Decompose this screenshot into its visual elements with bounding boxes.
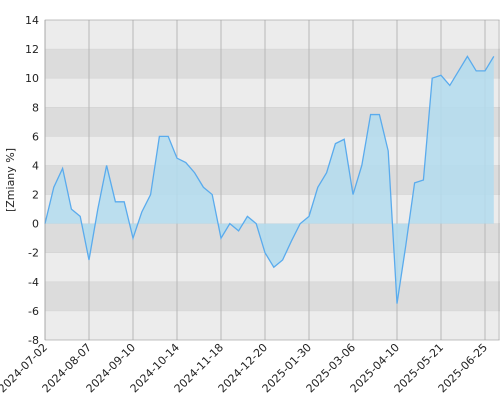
y-tick-label: 14 xyxy=(25,14,39,27)
grid-band xyxy=(45,281,500,311)
grid-band xyxy=(45,78,500,108)
y-tick-label: -2 xyxy=(28,247,39,260)
y-tick-label: 6 xyxy=(32,130,39,143)
grid-band xyxy=(45,49,500,79)
y-tick-label: 12 xyxy=(25,43,39,56)
grid-band xyxy=(45,107,500,137)
plot-frame xyxy=(44,19,500,341)
y-tick-label: 4 xyxy=(32,159,39,172)
y-tick-label: 8 xyxy=(32,101,39,114)
y-tick-label: -4 xyxy=(28,276,39,289)
y-tick-label: 10 xyxy=(25,72,39,85)
grid-band xyxy=(45,20,500,50)
y-tick-label: 2 xyxy=(32,189,39,202)
y-tick-label: 0 xyxy=(32,218,39,231)
grid-band xyxy=(45,310,500,340)
y-tick-label: -8 xyxy=(28,334,39,347)
y-axis-label: [Zmiany %] xyxy=(4,148,17,212)
y-tick-label: -6 xyxy=(28,305,39,318)
grid-band xyxy=(45,136,500,166)
area xyxy=(45,56,494,304)
line xyxy=(44,55,495,304)
